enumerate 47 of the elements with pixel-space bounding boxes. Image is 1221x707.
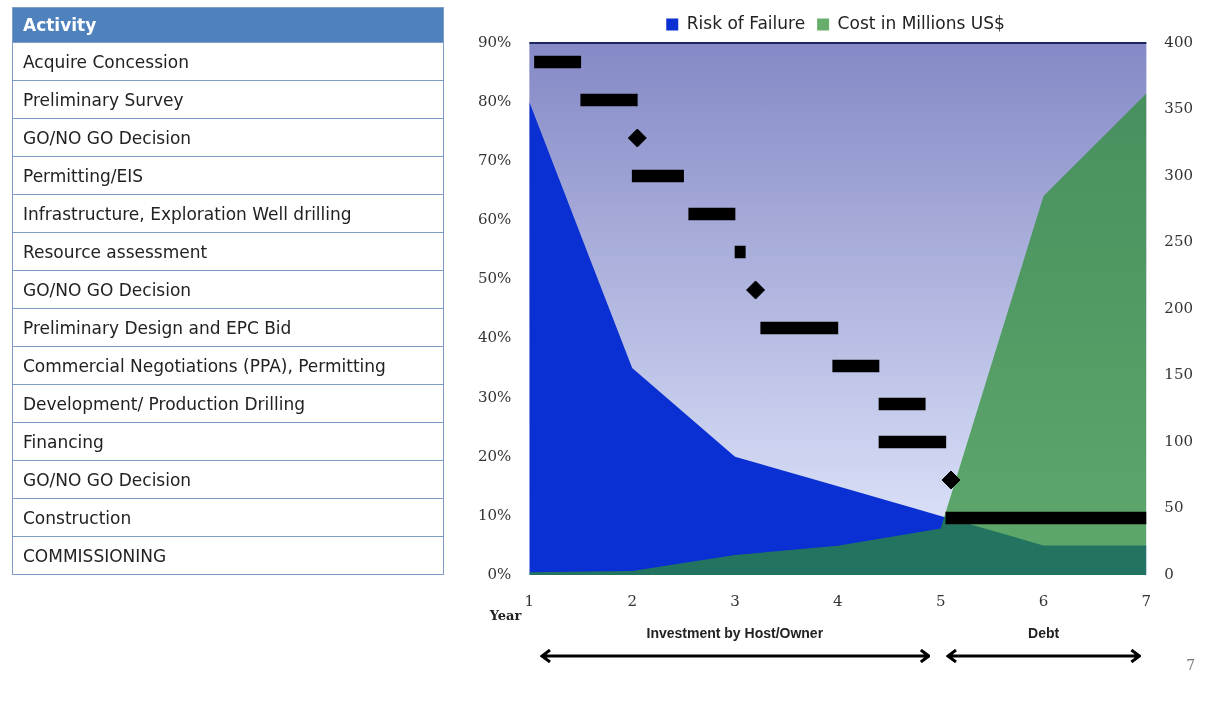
text: Investment by Host/Owner	[646, 625, 824, 641]
y-tick-label: Preliminary Design and EPC Bid	[12, 309, 444, 347]
legend-label: Risk of Failure	[686, 12, 806, 33]
y2-tick-label: 200	[1164, 298, 1194, 317]
text: 7	[1186, 657, 1196, 673]
y2-tick-label: 100	[1164, 431, 1194, 450]
y2-tick-label: 300	[1164, 165, 1194, 184]
y-tick-label: 30%	[478, 387, 512, 406]
y-tick-label: Resource assessment	[12, 233, 444, 271]
y2-tick-label: 250	[1164, 232, 1194, 251]
y-tick-label: Preliminary Survey	[12, 81, 444, 119]
y2-tick-label: 0	[1164, 564, 1174, 583]
y2-tick-label: 400	[1164, 32, 1194, 51]
y-tick-label: 10%	[478, 505, 512, 524]
x-tick-label: 2	[627, 591, 637, 610]
y2-tick-label: 350	[1164, 99, 1194, 118]
y-tick-label: 80%	[478, 92, 512, 110]
y-tick-label: 40%	[478, 328, 512, 347]
y-tick-label: 20%	[478, 446, 512, 465]
y2-tick-label: 150	[1164, 365, 1194, 384]
x-axis-title: Year	[488, 608, 522, 624]
y-axis-title: Activity	[12, 7, 444, 43]
x-tick-label: 1	[524, 591, 535, 610]
y-tick-label: COMMISSIONING	[12, 537, 444, 575]
x-tick-label: 7	[1141, 591, 1152, 610]
y-tick-label: Financing	[12, 423, 444, 461]
x-tick-label: 5	[935, 591, 946, 610]
y-tick-label: GO/NO GO Decision	[12, 119, 444, 157]
x-tick-label: 3	[730, 591, 740, 610]
y-tick-label: Development/ Production Drilling	[12, 385, 444, 423]
text: Debt	[1028, 625, 1060, 641]
x-tick-label: 4	[833, 591, 843, 610]
y2-tick-label: 50	[1164, 498, 1184, 517]
legend-label: Cost in Millions US$	[837, 12, 1005, 33]
y-tick-label: Commercial Negotiations (PPA), Permitting	[12, 347, 444, 385]
y-tick-label: 60%	[478, 210, 512, 229]
y-tick-label: Infrastructure, Exploration Well drilling	[12, 195, 444, 233]
y-tick-label: GO/NO GO Decision	[12, 461, 444, 499]
y-tick-label: 70%	[478, 151, 512, 170]
y-tick-label: Permitting/EIS	[12, 157, 444, 195]
x-tick-label: 6	[1038, 591, 1049, 610]
y-tick-label: GO/NO GO Decision	[12, 271, 444, 309]
y-tick-label: Construction	[12, 499, 444, 537]
y-tick-label: 0%	[487, 564, 512, 583]
y-tick-label: Acquire Concession	[12, 43, 444, 81]
y-tick-label: 50%	[478, 269, 512, 288]
y-tick-label: 90%	[478, 32, 512, 51]
